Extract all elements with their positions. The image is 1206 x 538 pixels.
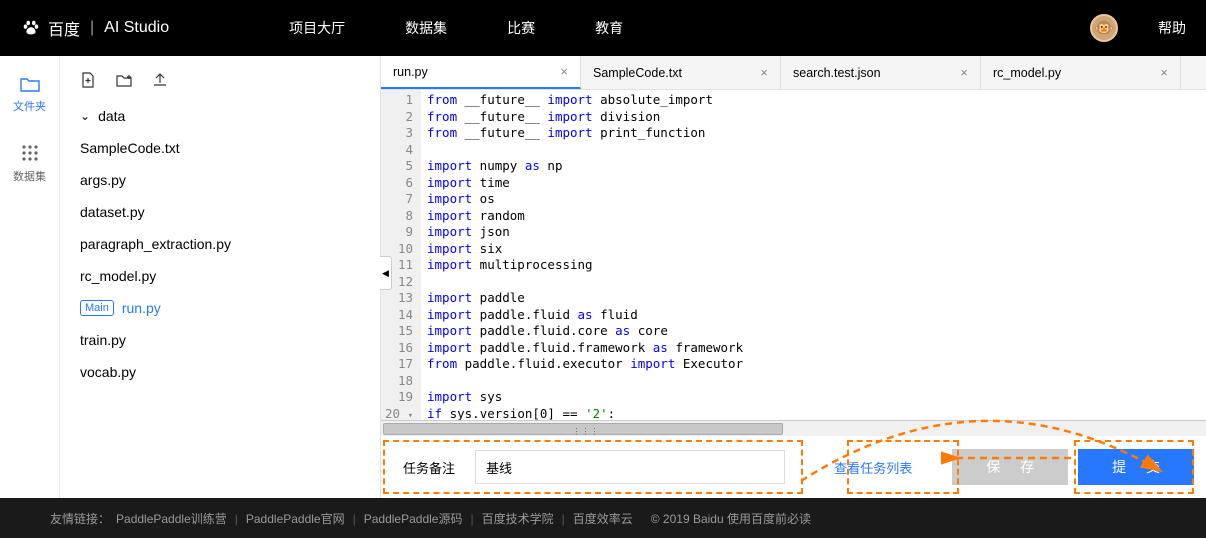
tree-file-label: vocab.py [80, 364, 136, 380]
iconbar-folders-label: 文件夹 [13, 98, 46, 114]
tree-file-label: args.py [80, 172, 126, 188]
top-nav: 项目大厅 数据集 比赛 教育 [289, 18, 623, 38]
editor-tab[interactable]: run.py × [381, 56, 581, 89]
editor-area: ◀ run.py×SampleCode.txt×search.test.json… [380, 56, 1206, 498]
iconbar-datasets[interactable]: 数据集 [13, 144, 46, 184]
tree-file[interactable]: dataset.py [60, 196, 380, 228]
footer-copyright: © 2019 Baidu 使用百度前必读 [651, 510, 811, 527]
footer-link[interactable]: PaddlePaddle官网 [246, 512, 345, 526]
remark-label: 任务备注 [403, 458, 455, 477]
editor-tab[interactable]: search.test.json × [781, 56, 981, 89]
footer-link[interactable]: PaddlePaddle训练营 [116, 512, 227, 526]
tree-file-label: rc_model.py [80, 268, 156, 284]
logo-separator: | [90, 19, 94, 37]
tree-file-label: paragraph_extraction.py [80, 236, 231, 252]
nav-competition[interactable]: 比赛 [507, 18, 535, 38]
tab-label: SampleCode.txt [593, 66, 682, 80]
nav-education[interactable]: 教育 [595, 18, 623, 38]
footer-link[interactable]: PaddlePaddle源码 [364, 512, 463, 526]
filetree-toolbar [60, 68, 380, 100]
tree-file-label: run.py [122, 300, 161, 316]
tab-label: rc_model.py [993, 66, 1061, 80]
folder-icon [20, 76, 40, 92]
nav-help[interactable]: 帮助 [1158, 18, 1186, 38]
tab-close-icon[interactable]: × [1160, 65, 1168, 80]
scrollbar-thumb[interactable]: ⋮⋮⋮ [383, 423, 783, 435]
tab-label: search.test.json [793, 66, 881, 80]
code-text[interactable]: from __future__ import absolute_importfr… [421, 90, 743, 420]
tree-file[interactable]: paragraph_extraction.py [60, 228, 380, 260]
tab-label: run.py [393, 65, 428, 79]
footer-link[interactable]: 百度效率云 [573, 512, 633, 526]
logo-studio-text: AI Studio [104, 19, 169, 37]
tree-folder-data[interactable]: ⌄ data [60, 100, 380, 132]
nav-projects[interactable]: 项目大厅 [289, 18, 345, 38]
tab-close-icon[interactable]: × [960, 65, 968, 80]
tree-file[interactable]: SampleCode.txt [60, 132, 380, 164]
remark-input[interactable] [475, 450, 785, 484]
editor-tab[interactable]: rc_model.py × [981, 56, 1181, 89]
tree-file-label: SampleCode.txt [80, 140, 180, 156]
grid-icon [21, 144, 39, 162]
code-editor[interactable]: 1234567891011121314151617181920 ▾2122232… [381, 90, 1206, 420]
footer-link[interactable]: 百度技术学院 [482, 512, 554, 526]
action-bar: 任务备注 查看任务列表 保 存 提 交 [381, 436, 1206, 498]
editor-tabs: run.py×SampleCode.txt×search.test.json×r… [381, 56, 1206, 90]
tab-close-icon[interactable]: × [760, 65, 768, 80]
baidu-paw-icon [20, 17, 42, 39]
file-tree-panel: ⌄ data SampleCode.txt args.py dataset.py pa… [60, 56, 380, 498]
iconbar-folders[interactable]: 文件夹 [13, 76, 46, 114]
line-gutter: 1234567891011121314151617181920 ▾2122232… [381, 90, 421, 420]
top-navbar: 百度 | AI Studio 项目大厅 数据集 比赛 教育 🐵 帮助 [0, 0, 1206, 56]
left-iconbar: 文件夹 数据集 [0, 56, 60, 498]
iconbar-datasets-label: 数据集 [13, 168, 46, 184]
editor-tab[interactable]: SampleCode.txt × [581, 56, 781, 89]
tree-file[interactable]: Main run.py [60, 292, 380, 324]
submit-button[interactable]: 提 交 [1078, 449, 1194, 485]
footer: 友情链接： PaddlePaddle训练营|PaddlePaddle官网|Pad… [0, 498, 1206, 538]
logo-baidu-text: 百度 [48, 16, 80, 40]
new-file-icon[interactable] [80, 72, 96, 88]
nav-datasets[interactable]: 数据集 [405, 18, 447, 38]
tree-file[interactable]: args.py [60, 164, 380, 196]
main-badge: Main [80, 300, 114, 316]
tree-file-label: dataset.py [80, 204, 145, 220]
horizontal-scrollbar[interactable]: ⋮⋮⋮ [381, 420, 1206, 436]
tree-file[interactable]: train.py [60, 324, 380, 356]
tree-folder-label: data [98, 108, 125, 124]
tree-file[interactable]: vocab.py [60, 356, 380, 388]
collapse-sidebar-handle[interactable]: ◀ [380, 256, 392, 290]
chevron-down-icon: ⌄ [80, 109, 90, 123]
new-folder-icon[interactable] [116, 72, 132, 88]
user-avatar[interactable]: 🐵 [1090, 14, 1118, 42]
logo[interactable]: 百度 | AI Studio [20, 16, 169, 40]
tree-file[interactable]: rc_model.py [60, 260, 380, 292]
save-button[interactable]: 保 存 [952, 449, 1068, 485]
tab-close-icon[interactable]: × [560, 64, 568, 79]
view-tasks-link[interactable]: 查看任务列表 [834, 458, 912, 477]
upload-icon[interactable] [152, 72, 168, 88]
tree-file-label: train.py [80, 332, 126, 348]
footer-label: 友情链接： [50, 510, 110, 527]
